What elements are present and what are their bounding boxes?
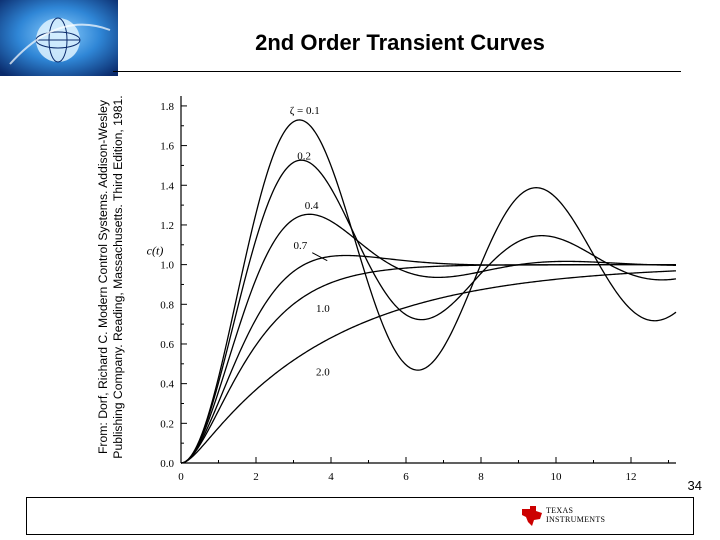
- y-tick-label: 0.8: [160, 299, 174, 311]
- series-label: 2.0: [316, 367, 330, 379]
- x-tick-label: 0: [178, 471, 184, 483]
- title-divider: [113, 71, 681, 72]
- y-axis-label: c(t): [147, 244, 164, 258]
- x-tick-label: 8: [478, 471, 484, 483]
- series-label: 1.0: [316, 303, 330, 315]
- ti-brand-line-2: INSTRUMENTS: [546, 515, 606, 524]
- series-line-zeta-1: [180, 263, 676, 464]
- page-title: 2nd Order Transient Curves: [255, 30, 545, 55]
- citation-line-2: Publishing Company. Reading, Massachuset…: [111, 95, 125, 459]
- page-number: 34: [687, 478, 702, 493]
- series-line-zeta-0-7: [180, 254, 676, 464]
- footer-bar: [26, 497, 694, 535]
- series-line-zeta-0-4: [180, 213, 677, 464]
- y-tick-label: 1.2: [160, 220, 174, 232]
- series-label: ζ = 0.1: [290, 105, 320, 117]
- y-tick-label: 0.4: [160, 379, 174, 391]
- y-tick-label: 1.0: [160, 260, 174, 272]
- x-axis-label: ωn t: [418, 488, 439, 490]
- step-response-chart: 0.0 0.2 0.4 0.6 0.8 1.0 1.2 1.4 1.6 1.8 0 2 4 6 8 10 12 c…: [147, 96, 677, 490]
- series-line-zeta-2: [180, 270, 677, 464]
- x-tick-label: 6: [403, 471, 409, 483]
- y-tick-label: 1.8: [160, 101, 174, 113]
- series-label: 0.7: [294, 240, 308, 252]
- y-tick-label: 0.6: [160, 339, 174, 351]
- series-label: 0.4: [305, 200, 319, 212]
- citation: From: Dorf, Richard C. Modern Control Sy…: [96, 71, 136, 483]
- y-tick-label: 1.4: [160, 180, 174, 192]
- series-line-zeta-0-2: [180, 159, 677, 464]
- citation-line-1: From: Dorf, Richard C. Modern Control Sy…: [96, 100, 110, 455]
- ti-brand-line-1: TEXAS: [546, 506, 574, 515]
- series-line-zeta-0-1: [180, 119, 677, 464]
- x-tick-label: 10: [551, 471, 563, 483]
- y-tick-label: 1.6: [160, 141, 174, 153]
- series-label-leader: [312, 252, 328, 262]
- x-tick-label: 12: [626, 471, 637, 483]
- texas-instruments-wordmark: TEXAS INSTRUMENTS: [546, 506, 605, 524]
- y-tick-label: 0.2: [160, 418, 174, 430]
- x-tick-label: 2: [253, 471, 259, 483]
- series-label: 0.2: [297, 150, 311, 162]
- x-tick-label: 4: [328, 471, 334, 483]
- texas-instruments-logo-icon: [522, 506, 542, 526]
- globe-logo-icon: [0, 0, 118, 76]
- y-tick-label: 0.0: [160, 458, 174, 470]
